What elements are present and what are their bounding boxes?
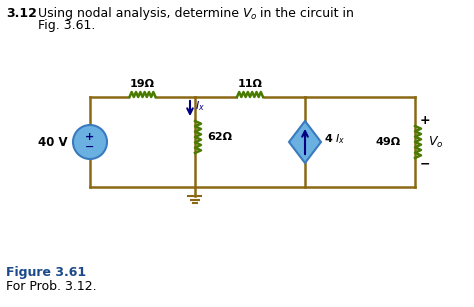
Text: +: + bbox=[420, 114, 430, 126]
Text: 3.12: 3.12 bbox=[6, 7, 37, 20]
Text: 11Ω: 11Ω bbox=[237, 79, 263, 89]
Text: −: − bbox=[85, 142, 95, 152]
Text: Fig. 3.61.: Fig. 3.61. bbox=[38, 19, 95, 32]
Text: 62Ω: 62Ω bbox=[207, 132, 232, 142]
Text: $I_x$: $I_x$ bbox=[195, 99, 205, 113]
Text: 19Ω: 19Ω bbox=[130, 79, 155, 89]
Polygon shape bbox=[289, 121, 321, 163]
Text: For Prob. 3.12.: For Prob. 3.12. bbox=[6, 280, 97, 293]
Text: $V_o$: $V_o$ bbox=[428, 134, 444, 150]
Text: $V_o$: $V_o$ bbox=[242, 7, 257, 22]
Text: Using nodal analysis, determine: Using nodal analysis, determine bbox=[38, 7, 243, 20]
Text: Figure 3.61: Figure 3.61 bbox=[6, 266, 86, 279]
Text: 49Ω: 49Ω bbox=[376, 137, 401, 147]
Text: 4 $I_x$: 4 $I_x$ bbox=[324, 132, 346, 146]
Circle shape bbox=[73, 125, 107, 159]
Text: −: − bbox=[420, 157, 430, 170]
Text: +: + bbox=[85, 132, 95, 142]
Text: in the circuit in: in the circuit in bbox=[256, 7, 354, 20]
Text: 40 V: 40 V bbox=[38, 135, 68, 149]
